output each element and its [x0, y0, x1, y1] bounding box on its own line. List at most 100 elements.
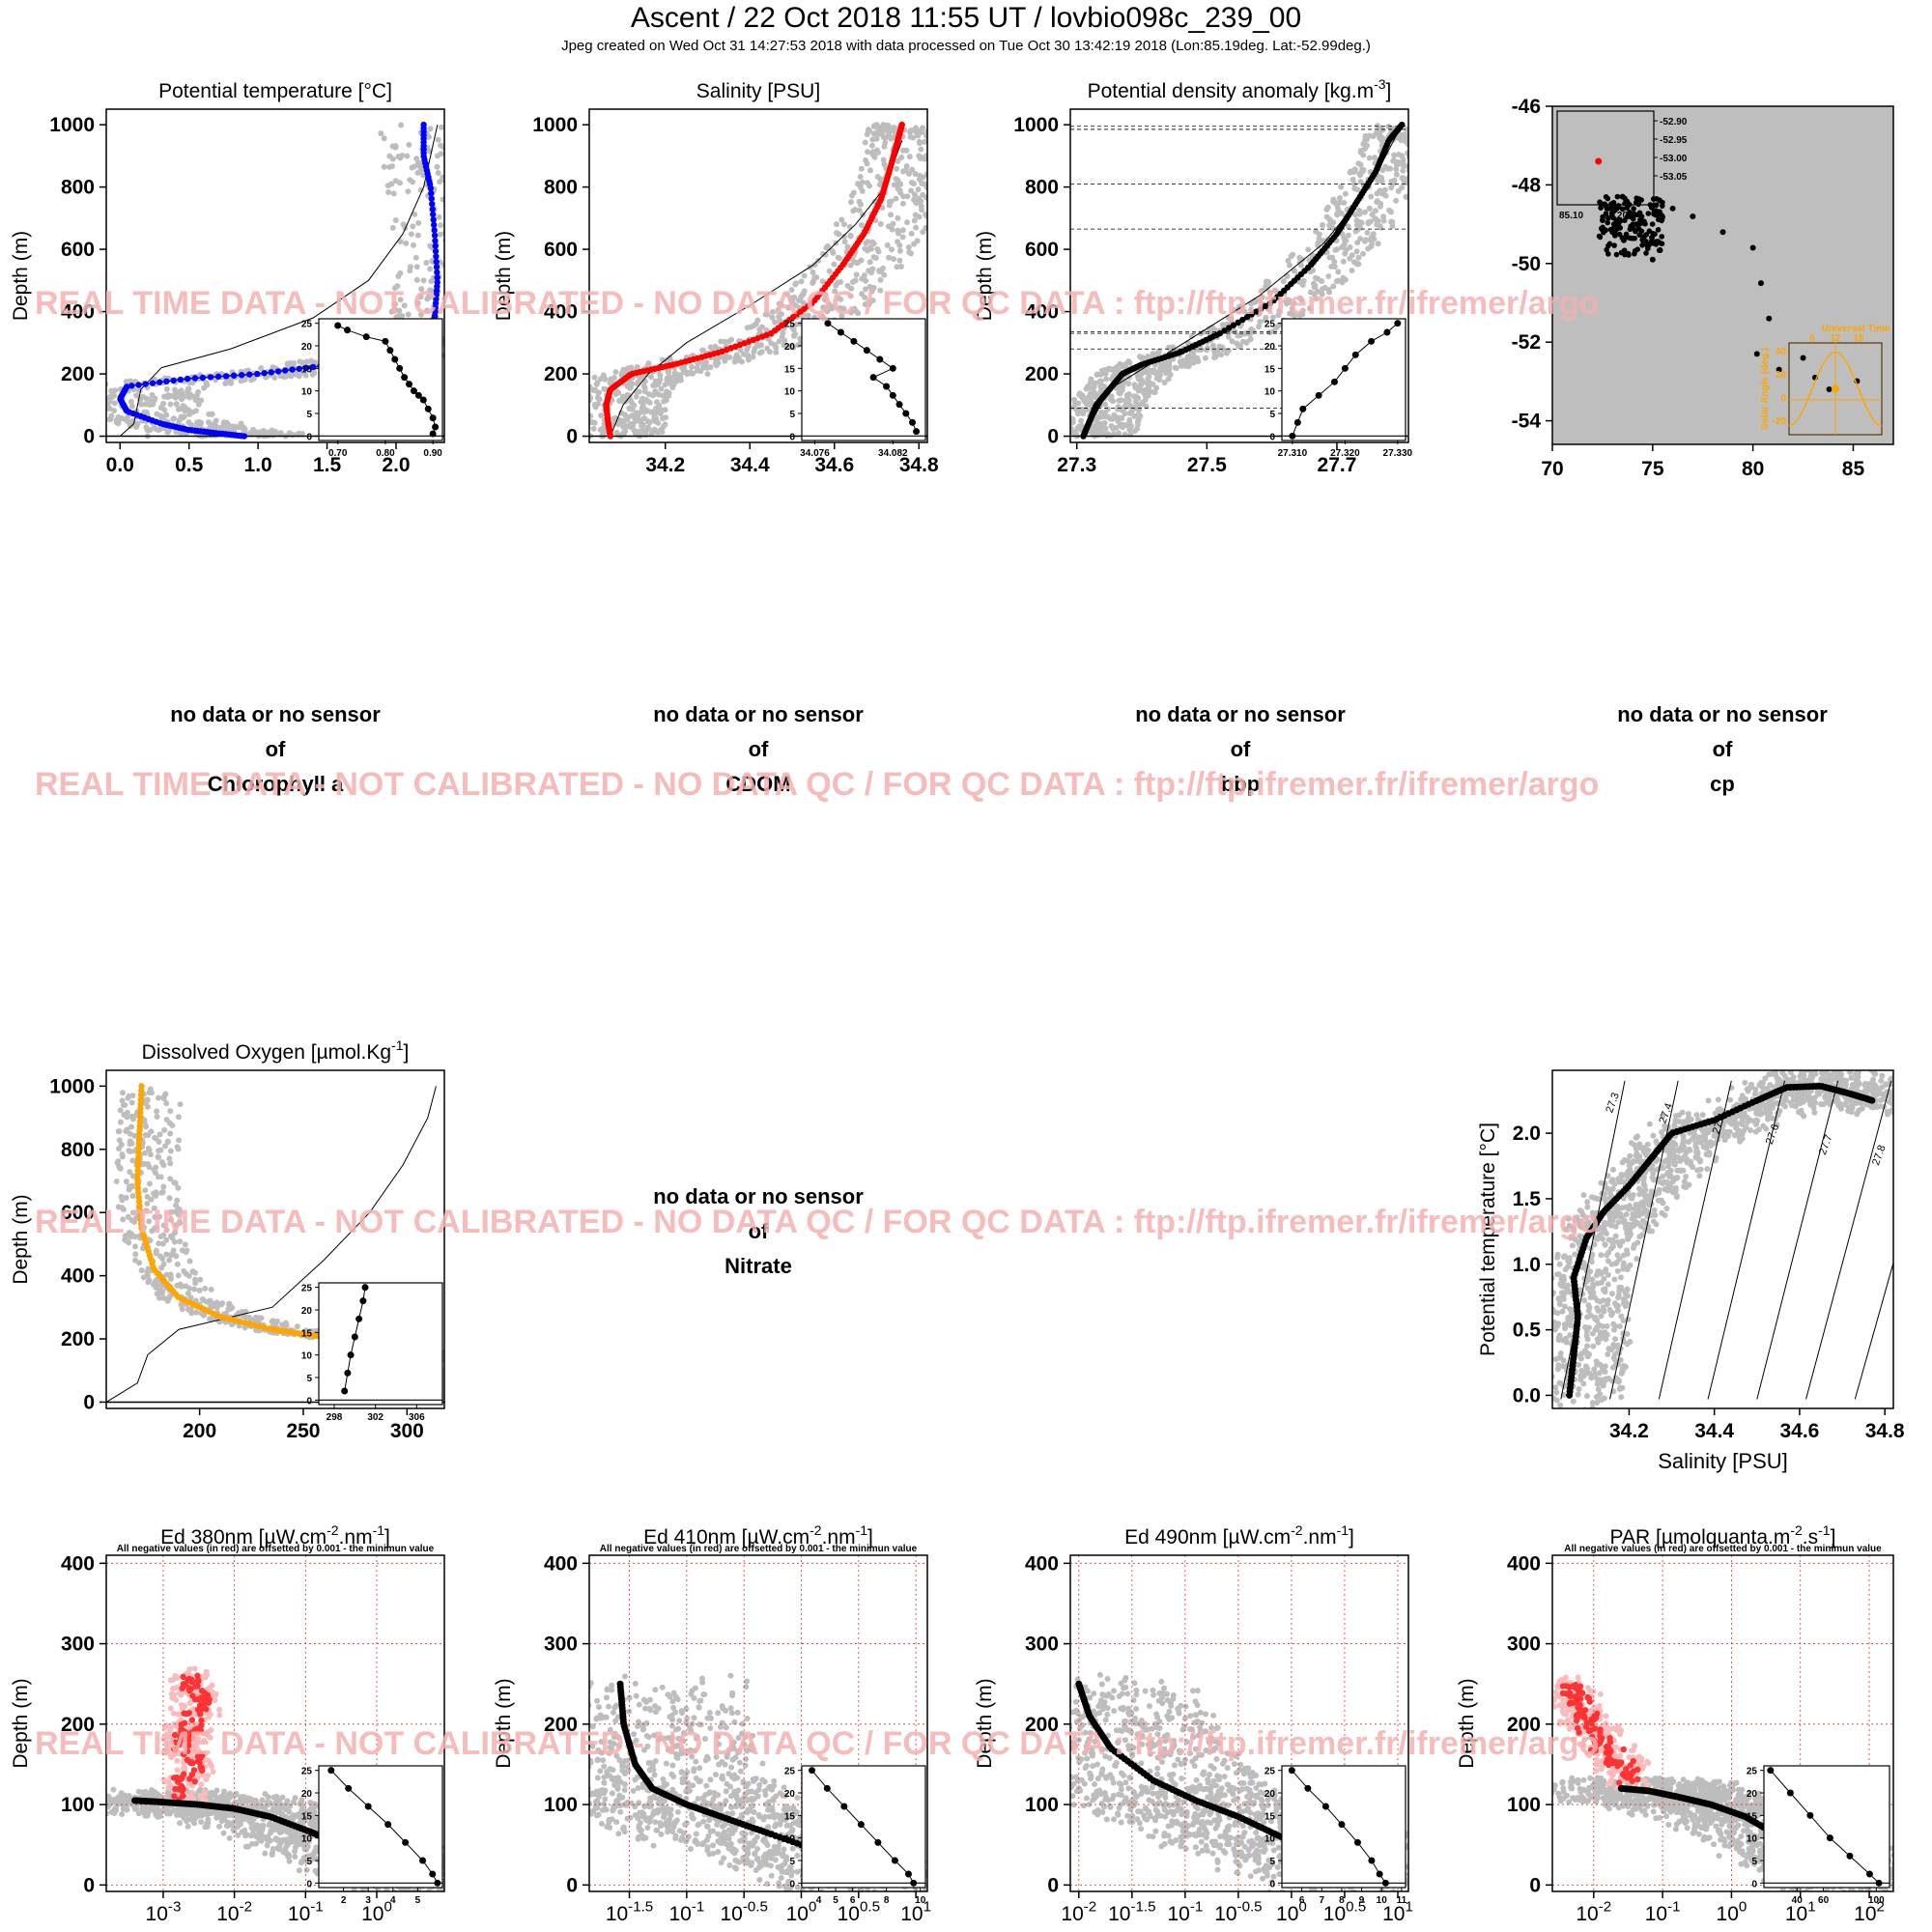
history-point [1378, 136, 1384, 143]
profile-point [433, 264, 440, 270]
history-point [449, 1350, 455, 1356]
history-point [797, 294, 804, 300]
history-point [841, 239, 848, 245]
history-point [116, 1128, 123, 1135]
history-point [930, 186, 936, 192]
history-point [840, 233, 847, 240]
history-point [1248, 306, 1255, 313]
history-point [126, 1230, 132, 1236]
history-point [868, 270, 875, 276]
history-point [918, 146, 924, 153]
profile-point [1248, 311, 1255, 318]
history-point [1325, 273, 1332, 280]
history-point [811, 262, 818, 269]
history-point [784, 291, 791, 298]
history-point [1422, 129, 1428, 135]
history-point [873, 130, 880, 137]
history-point [206, 411, 213, 417]
history-point [1070, 396, 1077, 403]
history-point [914, 238, 921, 244]
history-point [448, 1382, 454, 1388]
history-point [913, 200, 920, 207]
history-point [838, 216, 845, 223]
history-point [1117, 363, 1123, 370]
x-tick-label: 0.0 [106, 454, 134, 476]
history-point [946, 146, 952, 152]
history-point [154, 1108, 160, 1115]
history-point [196, 1287, 203, 1293]
history-point [1364, 135, 1371, 142]
solar-y-tick-label: 20 [1776, 370, 1787, 381]
history-point [448, 1397, 454, 1403]
inset-point [406, 381, 413, 388]
history-point [1087, 402, 1094, 409]
history-point [1440, 132, 1446, 138]
profile-point [434, 279, 440, 286]
history-point [167, 1130, 174, 1137]
history-point [1429, 127, 1435, 132]
history-point [274, 431, 281, 438]
history-point [1285, 257, 1292, 264]
history-point [906, 154, 913, 160]
inset-point [1383, 328, 1391, 336]
panel-title: Potential temperature [°C] [158, 80, 392, 102]
history-point [116, 1146, 123, 1152]
history-point [920, 125, 926, 131]
inset-point [1289, 432, 1296, 440]
history-point [415, 219, 422, 226]
history-point [1113, 424, 1120, 431]
profile-point [137, 1109, 144, 1117]
history-point [1137, 382, 1144, 388]
history-point [141, 1150, 148, 1156]
history-point [937, 144, 943, 150]
history-point [469, 325, 475, 330]
history-point [923, 185, 927, 191]
history-point [459, 326, 465, 331]
history-point [174, 1261, 181, 1267]
map-frame [1551, 105, 1894, 445]
history-point [474, 343, 480, 349]
history-point [1422, 130, 1428, 136]
history-point [486, 170, 492, 176]
profile-point [138, 1087, 145, 1094]
history-point [779, 333, 785, 340]
x-tick-label: 1.5 [313, 454, 342, 476]
history-point [1061, 416, 1066, 422]
history-point [626, 405, 633, 412]
history-point [1559, 1308, 1566, 1315]
history-point [475, 255, 481, 261]
history-point [1280, 278, 1287, 285]
history-point [952, 131, 958, 137]
profile-point [296, 365, 302, 372]
history-point [1059, 428, 1065, 434]
history-point [582, 404, 587, 410]
history-point [950, 131, 955, 137]
history-point [465, 347, 470, 353]
inset-point [429, 414, 437, 422]
history-point [1355, 160, 1362, 167]
history-point [935, 127, 941, 132]
history-point [427, 287, 434, 294]
history-point [465, 139, 470, 145]
history-point [1246, 330, 1253, 337]
profile-point [251, 1321, 258, 1328]
history-point [147, 1180, 154, 1187]
float-position [1605, 219, 1611, 226]
y-tick-label: 600 [1025, 239, 1059, 261]
history-point [453, 1384, 459, 1390]
history-point [589, 412, 594, 419]
history-point [634, 412, 640, 418]
history-point [920, 191, 926, 198]
inset-y-tick-label: 15 [301, 1328, 313, 1339]
history-point [772, 319, 779, 326]
inset-y-tick-label: 0 [1269, 432, 1275, 442]
history-point [455, 1376, 461, 1381]
history-point [477, 279, 483, 285]
history-point [188, 1309, 195, 1316]
history-point [947, 135, 952, 141]
history-point [466, 1368, 471, 1374]
history-point [125, 1213, 131, 1220]
history-point [1378, 178, 1385, 185]
history-point [931, 134, 937, 140]
